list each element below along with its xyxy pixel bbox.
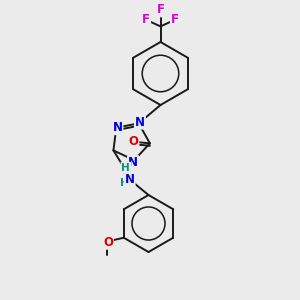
Text: N: N <box>112 121 122 134</box>
Text: F: F <box>157 3 164 16</box>
Text: N: N <box>128 156 138 169</box>
Text: H: H <box>122 163 130 172</box>
Text: H: H <box>120 178 129 188</box>
Text: O: O <box>128 135 138 148</box>
Text: N: N <box>135 116 145 129</box>
Text: N: N <box>124 173 135 186</box>
Text: F: F <box>142 13 150 26</box>
Text: O: O <box>103 236 113 249</box>
Text: F: F <box>171 13 179 26</box>
